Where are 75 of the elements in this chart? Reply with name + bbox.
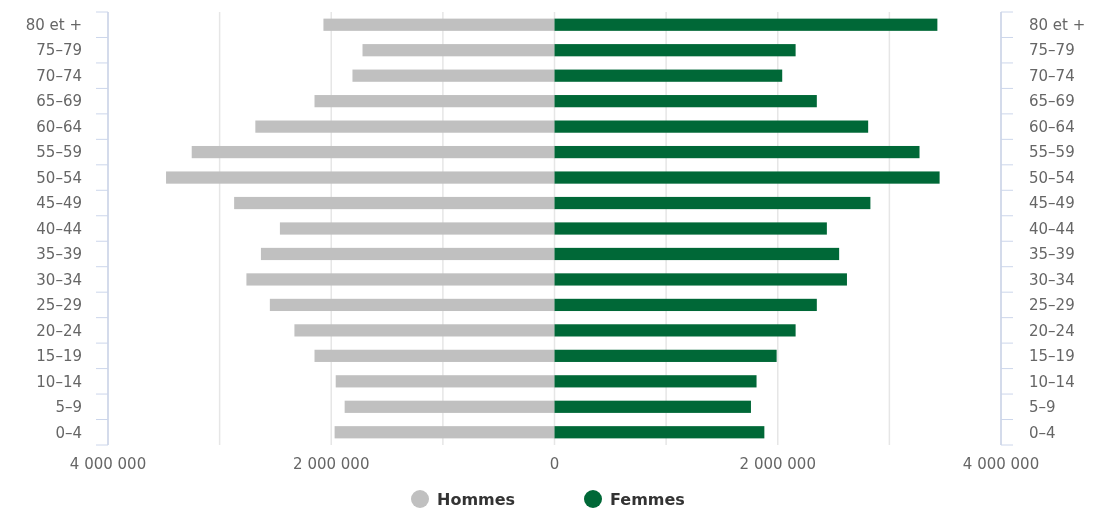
bar [554, 400, 751, 413]
category-label: 30–34 [1029, 270, 1075, 289]
bar [234, 196, 555, 210]
bar [294, 324, 555, 337]
y-tick-label: 35–39 [36, 245, 82, 264]
y-tick-label: 20–24 [36, 321, 82, 340]
y-tick-label: 45–49 [36, 194, 82, 213]
category-label: 10–14 [1029, 372, 1075, 391]
category-label: 50–54 [1029, 168, 1075, 187]
bar [554, 273, 847, 286]
bar [554, 44, 796, 57]
category-label: 35–39 [1029, 245, 1075, 264]
bar [334, 426, 555, 439]
x-tick-label: 2 000 000 [739, 455, 816, 473]
bar [554, 95, 817, 108]
category-label: 55–59 [1029, 143, 1075, 162]
category-label: 70–74 [1029, 66, 1075, 85]
category-label: 20–24 [1029, 321, 1075, 340]
y-tick-label: 10–14 [36, 372, 82, 391]
bar [362, 44, 555, 57]
bar [352, 69, 555, 82]
y-tick-label: 5–9 [55, 398, 82, 417]
bar [554, 120, 869, 133]
bar [246, 273, 555, 286]
y-tick-label: 0–4 [55, 423, 82, 442]
legend-label: Hommes [437, 489, 516, 509]
y-tick-label: 50–54 [36, 168, 82, 187]
y-tick-label: 60–64 [36, 117, 82, 136]
bar [554, 145, 920, 159]
y-tick-label: 70–74 [36, 66, 82, 85]
bar [554, 349, 777, 362]
bar [554, 18, 938, 31]
bar [554, 375, 757, 388]
category-label: 75–79 [1029, 41, 1075, 60]
category-label: 45–49 [1029, 194, 1075, 213]
x-tick-label: 2 000 000 [293, 455, 370, 473]
y-tick-label: 80 et + [25, 15, 82, 34]
category-label: 80 et + [1029, 15, 1086, 34]
category-label: 65–69 [1029, 92, 1075, 111]
bar [554, 171, 940, 184]
bar [335, 375, 555, 388]
bar [314, 95, 555, 108]
category-label: 25–29 [1029, 296, 1075, 315]
bar [554, 247, 840, 261]
bar [260, 247, 555, 261]
y-tick-label: 40–44 [36, 219, 82, 238]
bar [554, 196, 871, 210]
bar [269, 298, 555, 312]
bar [554, 426, 765, 439]
category-label: 60–64 [1029, 117, 1075, 136]
category-label: 15–19 [1029, 347, 1075, 366]
bar [314, 349, 555, 362]
x-tick-label: 0 [549, 455, 560, 473]
bar [554, 324, 796, 337]
bar [191, 145, 555, 159]
category-label: 0–4 [1029, 423, 1056, 442]
bar [279, 222, 555, 235]
bar [323, 18, 555, 31]
category-label: 5–9 [1029, 398, 1056, 417]
bar [554, 222, 827, 235]
legend-label: Femmes [610, 489, 685, 509]
y-tick-label: 30–34 [36, 270, 82, 289]
bar [255, 120, 555, 133]
bar [554, 298, 817, 312]
bar [554, 69, 783, 82]
y-tick-label: 15–19 [36, 347, 82, 366]
y-tick-label: 65–69 [36, 92, 82, 111]
x-tick-label: 4 000 000 [69, 455, 147, 473]
y-tick-label: 55–59 [36, 143, 82, 162]
category-label: 40–44 [1029, 219, 1075, 238]
x-tick-label: 4 000 000 [962, 455, 1040, 473]
y-tick-label: 25–29 [36, 296, 82, 315]
bar [344, 400, 555, 413]
y-tick-label: 75–79 [36, 41, 82, 60]
bar [166, 171, 555, 184]
